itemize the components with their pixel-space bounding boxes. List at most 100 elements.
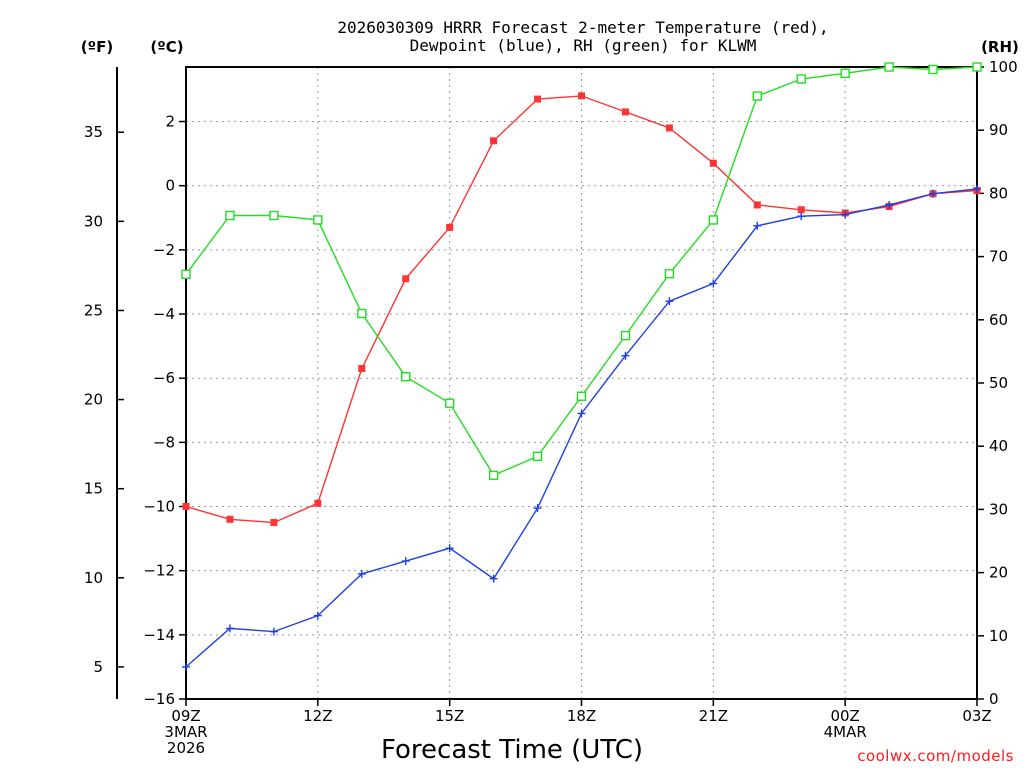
series-dewpoint [182, 184, 981, 671]
fahrenheit-tick-label: 10 [84, 569, 103, 587]
temperature-point [797, 206, 805, 214]
fahrenheit-tick-label: 35 [84, 123, 103, 141]
dewpoint-point [709, 279, 718, 288]
x-tick-label: 21Z [699, 707, 728, 725]
temperature-point [182, 503, 190, 511]
dewpoint-point [357, 569, 366, 578]
dewpoint-point [797, 212, 806, 221]
grid [186, 67, 977, 699]
rh-tick-label: 70 [989, 248, 1008, 266]
celsius-tick-label: 2 [165, 113, 175, 131]
rh-point [620, 330, 631, 341]
celsius-tick-label: −16 [143, 690, 175, 708]
temperature-point [753, 201, 761, 209]
temperature-point [270, 519, 278, 527]
rh-point [532, 451, 543, 462]
dewpoint-point [841, 210, 850, 219]
rh-point [225, 210, 235, 221]
rh-tick-label: 80 [989, 184, 1008, 202]
x-tick-label: 18Z [567, 707, 596, 725]
temperature-point [314, 499, 322, 507]
x-tick-label: 12Z [303, 707, 332, 725]
fahrenheit-tick-label: 20 [84, 391, 103, 409]
x-axis-title: Forecast Time (UTC) [381, 735, 643, 765]
x-tick-label: 2026 [167, 739, 205, 757]
celsius-tick-label: −6 [153, 369, 175, 387]
rh-point [708, 215, 719, 225]
plot-border [185, 66, 978, 700]
x-tick-label: 3MAR [164, 723, 207, 741]
celsius-tick-label: −2 [153, 241, 175, 259]
fahrenheit-tick-label: 25 [84, 301, 103, 319]
dewpoint-point [929, 189, 938, 198]
dewpoint-point [489, 574, 498, 583]
celsius-tick-label: −8 [153, 433, 175, 451]
rh-point [752, 91, 762, 101]
fahrenheit-tick-label: 30 [84, 212, 103, 230]
temperature-point [446, 223, 454, 231]
fahrenheit-axis: 35 30 25 20 15 10 5 [84, 123, 124, 676]
celsius-tick-label: 0 [165, 177, 175, 195]
x-tick-label: 4MAR [824, 723, 867, 741]
dewpoint-point [577, 409, 586, 418]
rh-point [796, 74, 806, 84]
x-tick-label: 09Z [171, 707, 200, 725]
x-tick-label: 03Z [962, 707, 991, 725]
rh-tick-label: 90 [989, 121, 1008, 139]
rh-point [576, 391, 587, 401]
temperature-point [358, 365, 366, 373]
rh-tick-label: 30 [989, 500, 1008, 518]
dewpoint-point [665, 297, 674, 306]
dewpoint-point [182, 662, 190, 671]
rh-tick-label: 20 [989, 564, 1008, 582]
temperature-point [402, 275, 410, 283]
source-credit: coolwx.com/models [857, 747, 1014, 765]
temperature-point [621, 108, 629, 116]
rh-point [928, 64, 938, 75]
fahrenheit-tick-label: 5 [93, 658, 103, 676]
rh-point [401, 371, 411, 382]
rh-tick-label: 60 [989, 311, 1008, 329]
rh-point [181, 269, 191, 279]
rh-tick-label: 50 [989, 374, 1008, 392]
rh-point [840, 68, 850, 79]
celsius-tick-label: −14 [143, 626, 175, 644]
dewpoint-point [621, 351, 630, 360]
rh-unit-label: (RH) [981, 38, 1019, 56]
plot-frame [116, 66, 978, 700]
rh-point [972, 62, 982, 72]
temperature-point [490, 137, 498, 145]
rh-tick-label: 10 [989, 627, 1008, 645]
fahrenheit-tick-label: 15 [84, 480, 103, 498]
celsius-tick-label: −12 [143, 562, 175, 580]
rh-point [664, 268, 675, 279]
chart-title-line-1: 2026030309 HRRR Forecast 2-meter Tempera… [337, 18, 828, 37]
x-tick-label: 15Z [435, 707, 464, 725]
fahrenheit-unit-label: (ºF) [81, 38, 113, 56]
dewpoint-point [313, 611, 322, 620]
dewpoint-point [401, 557, 410, 566]
series-layer [181, 62, 982, 671]
temperature-point [578, 92, 585, 100]
dewpoint-point [885, 200, 894, 209]
rh-point [884, 62, 894, 72]
rh-tick-label: 40 [989, 437, 1008, 455]
dewpoint-point [533, 504, 542, 513]
celsius-axis: 2 0 −2 −4 −6 −8 −10 −12 −14 −16 [143, 113, 186, 708]
temperature-point [709, 159, 717, 167]
dewpoint-point [753, 221, 762, 230]
rh-point [444, 398, 455, 408]
dewpoint-point [269, 627, 278, 636]
rh-point [269, 210, 279, 221]
dewpoint-point [225, 624, 234, 633]
rh-point [313, 215, 323, 225]
dewpoint-point [973, 184, 981, 193]
temperature-point [534, 95, 542, 103]
rh-tick-label: 100 [989, 58, 1018, 76]
rh-tick-label: 0 [989, 690, 999, 708]
celsius-unit-label: (ºC) [150, 38, 183, 56]
temperature-point [226, 515, 234, 523]
